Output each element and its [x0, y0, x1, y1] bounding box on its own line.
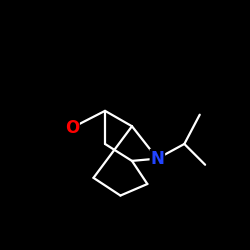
Text: N: N [150, 150, 164, 168]
Text: O: O [65, 119, 79, 137]
